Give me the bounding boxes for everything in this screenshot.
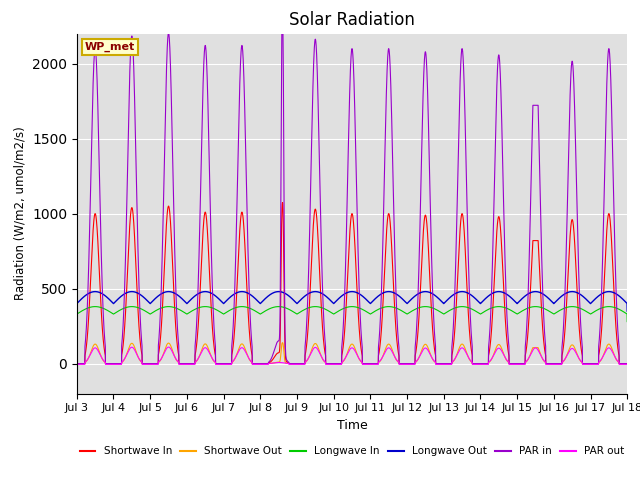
PAR in [476,361,483,367]
PAR in [172,282,180,288]
Shortwave Out [476,361,483,367]
Longwave In [476,311,483,316]
Shortwave In [278,200,286,205]
PAR out [507,361,515,367]
Y-axis label: Radiation (W/m2, umol/m2/s): Radiation (W/m2, umol/m2/s) [13,127,26,300]
Shortwave Out [278,340,286,346]
Legend: Shortwave In, Shortwave Out, Longwave In, Longwave Out, PAR in, PAR out: Shortwave In, Shortwave Out, Longwave In… [76,442,628,460]
Longwave In [92,304,99,310]
PAR in [507,361,515,367]
Longwave Out [172,291,180,297]
Longwave In [507,307,515,313]
PAR out [623,361,631,367]
PAR in [73,361,81,367]
Longwave Out [92,289,99,295]
Shortwave In [623,361,630,367]
Shortwave Out [332,361,339,367]
PAR out [476,361,483,367]
Line: Shortwave Out: Shortwave Out [77,343,627,364]
PAR in [278,11,286,17]
Longwave In [73,311,81,317]
Shortwave Out [507,361,515,367]
X-axis label: Time: Time [337,419,367,432]
Title: Solar Radiation: Solar Radiation [289,11,415,29]
Shortwave In [507,361,515,367]
PAR out [445,361,452,367]
Shortwave In [332,361,339,367]
PAR out [164,344,172,350]
PAR out [623,361,630,367]
Shortwave Out [623,361,631,367]
Longwave Out [73,300,81,306]
Longwave In [445,308,452,314]
PAR in [623,361,630,367]
Shortwave In [172,324,180,329]
Longwave Out [623,300,630,306]
Longwave In [623,319,631,324]
PAR in [332,361,339,367]
Longwave In [172,305,180,311]
Longwave Out [507,294,515,300]
Longwave In [332,310,339,316]
Line: Longwave Out: Longwave Out [77,292,627,311]
Shortwave Out [172,356,180,361]
Line: PAR in: PAR in [77,14,627,364]
Shortwave In [476,361,483,367]
Line: Shortwave In: Shortwave In [77,203,627,364]
Line: Longwave In: Longwave In [77,307,627,322]
PAR in [445,361,452,367]
Longwave Out [476,300,483,305]
PAR out [332,361,339,367]
Longwave Out [445,296,452,301]
Shortwave Out [73,361,81,367]
Shortwave In [445,361,452,367]
Longwave In [623,311,630,317]
Shortwave In [623,361,631,367]
Shortwave Out [623,361,630,367]
Longwave Out [623,308,631,314]
Longwave Out [332,299,339,305]
PAR out [73,361,81,367]
Text: WP_met: WP_met [85,42,135,52]
PAR out [172,356,180,361]
Line: PAR out: PAR out [77,347,627,364]
Shortwave Out [445,361,452,367]
Shortwave In [73,361,81,367]
PAR in [623,361,631,367]
